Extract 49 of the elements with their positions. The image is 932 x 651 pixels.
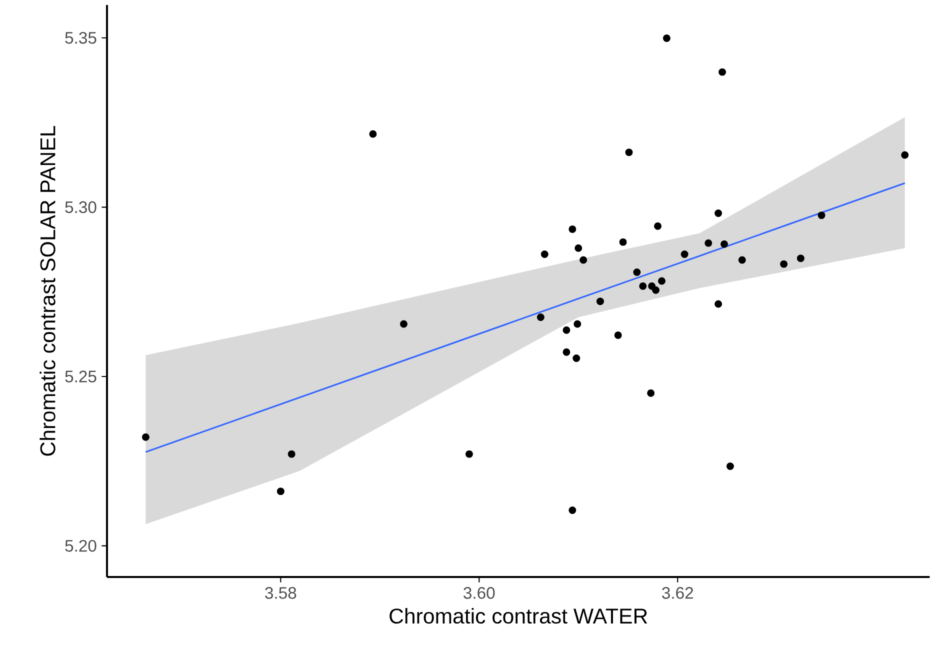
point [780, 260, 788, 268]
point [465, 450, 473, 458]
y-tick-label: 5.20 [65, 540, 96, 552]
point [714, 300, 722, 308]
point [647, 389, 655, 397]
point [654, 222, 662, 230]
point [540, 250, 548, 258]
point [619, 238, 627, 246]
point [369, 130, 377, 138]
point [614, 331, 622, 339]
point [796, 254, 804, 262]
x-tick-label: 3.58 [265, 587, 296, 599]
point [662, 34, 670, 42]
point [720, 240, 728, 248]
point [574, 320, 582, 328]
point [738, 256, 746, 264]
point [704, 239, 712, 247]
point [568, 225, 576, 233]
point [400, 320, 408, 328]
x-axis-title: Chromatic contrast WATER [390, 608, 648, 624]
point [639, 282, 647, 290]
point [562, 326, 570, 334]
x-tick-label: 3.62 [662, 587, 693, 599]
point [680, 250, 688, 258]
point [580, 256, 588, 264]
y-tick-label: 5.30 [65, 201, 96, 214]
point [536, 314, 544, 321]
point [288, 450, 296, 458]
point [276, 488, 284, 496]
point [714, 210, 722, 218]
point [574, 244, 582, 252]
point [596, 298, 604, 306]
point [572, 354, 580, 362]
point [658, 277, 666, 285]
line-series [144, 182, 906, 453]
point [818, 212, 826, 220]
x-tick-label: 3.60 [464, 587, 495, 599]
point [901, 151, 909, 159]
y-tick-label: 5.25 [65, 370, 96, 382]
point [718, 68, 726, 76]
point [726, 462, 734, 470]
point [142, 433, 150, 441]
point [568, 506, 576, 514]
point [633, 268, 641, 276]
y-tick-label: 5.35 [65, 32, 96, 44]
y-axis-title: Chromatic contrast SOLAR PANEL [40, 126, 56, 456]
point [562, 348, 570, 356]
point [625, 148, 633, 156]
point [652, 286, 660, 294]
